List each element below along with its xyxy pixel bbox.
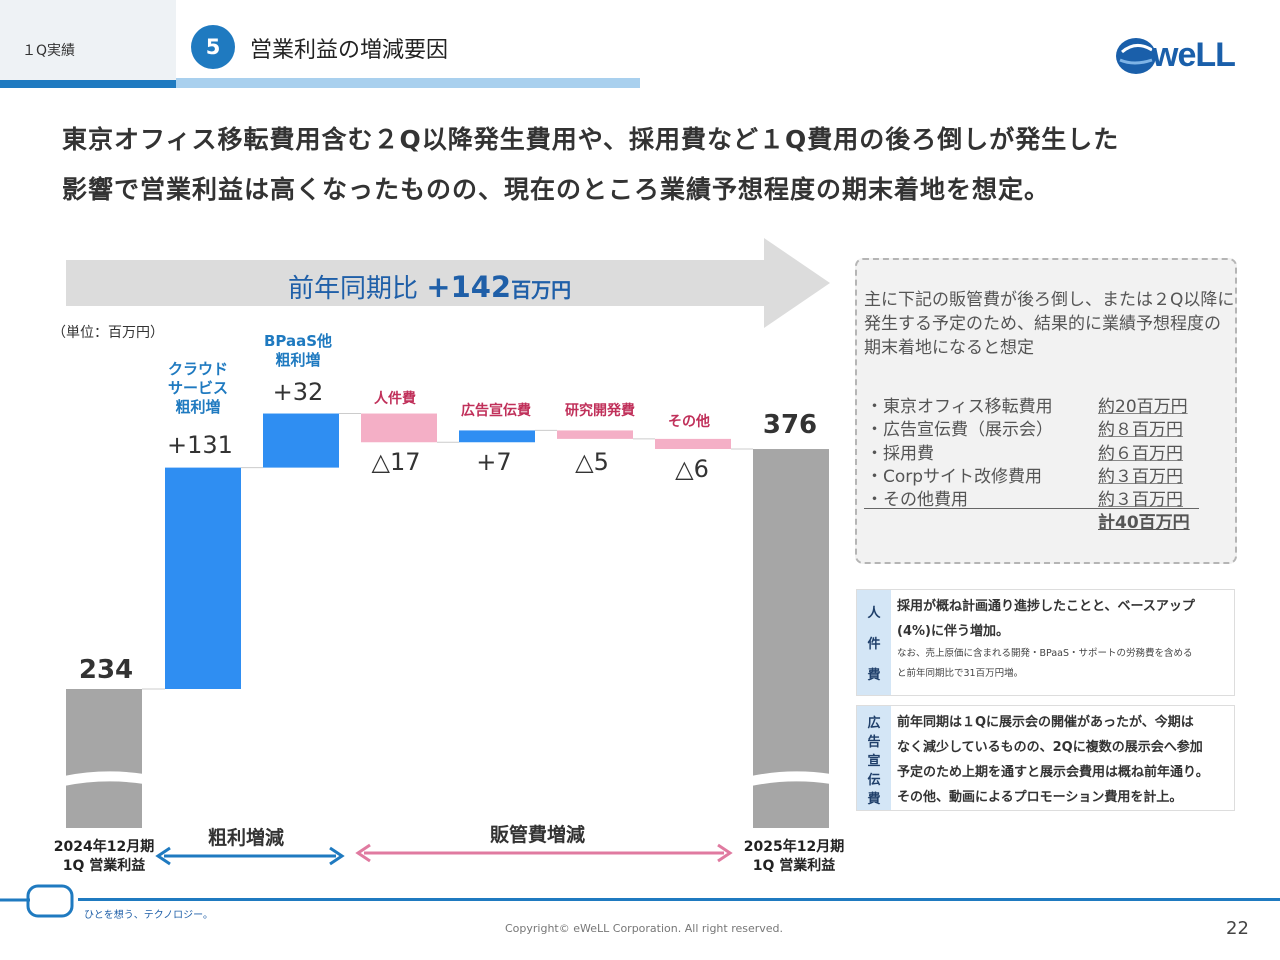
cost-item-amount: 約３百万円 xyxy=(1098,467,1183,487)
bar-rnd xyxy=(557,430,633,439)
detail-small-text: なお、売上原価に含まれる開発・BPaaS・サポートの労務費を含める xyxy=(897,648,1193,659)
headline-line-1: 東京オフィス移転費用含む２Q以降発生費用や、採用費など１Q費用の後ろ倒しが発生し… xyxy=(62,125,1120,154)
bar-ads xyxy=(459,430,535,443)
value-end: 376 xyxy=(762,410,818,440)
x-label-end-2: 1Q 営業利益 xyxy=(752,858,836,874)
bar-break xyxy=(64,771,144,786)
unit-note: （単位：百万円） xyxy=(52,325,164,341)
footer-line xyxy=(78,898,1280,901)
cost-item-amount: 約20百万円 xyxy=(1098,397,1188,417)
cost-item-label: ・その他費用 xyxy=(866,490,968,510)
footer-brand-icon xyxy=(0,884,74,918)
header-section-panel xyxy=(0,0,176,80)
range-label-sga: 販管費増減 xyxy=(490,824,586,846)
range-label-gross: 粗利増減 xyxy=(208,827,285,849)
x-label-start-1: 2024年12月期 xyxy=(53,839,155,855)
label-cloud-line: サービス xyxy=(167,379,228,397)
tag-char: 費 xyxy=(867,668,881,683)
cost-item-amount: 約３百万円 xyxy=(1098,490,1183,510)
yoy-unit: 百万円 xyxy=(511,278,572,302)
x-label-end: 2025年12月期 1Q 営業利益 xyxy=(734,838,854,876)
footer-tagline: ひとを想う、テクノロジー。 xyxy=(84,910,213,921)
yoy-value: +142 xyxy=(426,270,512,304)
label-bpaas-line: BPaaS他 xyxy=(263,332,333,350)
detail-text: 前年同期は１Qに展示会の開催があったが、今期は xyxy=(897,715,1194,730)
cost-item-label: ・東京オフィス移転費用 xyxy=(866,397,1053,417)
logo-wordmark: weLL xyxy=(1152,36,1236,74)
detail-text: (4%)に伴う増加。 xyxy=(897,624,1009,639)
label-other: その他 xyxy=(668,414,710,430)
label-personnel: 人件費 xyxy=(374,391,416,407)
detail-text: なく減少しているものの、2Qに複数の展示会へ参加 xyxy=(897,740,1203,755)
value-start: 234 xyxy=(78,655,134,685)
tag-char: 広 xyxy=(867,716,881,731)
sga-range-arrow xyxy=(355,843,733,863)
detail-personnel-tag: 人 件 費 xyxy=(857,590,891,695)
cost-item-amount: 約８百万円 xyxy=(1098,420,1183,440)
note-box xyxy=(855,258,1237,564)
label-bpaas-line: 粗利増 xyxy=(275,351,321,369)
company-logo-icon xyxy=(1116,38,1156,74)
bar-start xyxy=(66,689,142,828)
waterfall-chart xyxy=(64,413,831,828)
header-section-bar xyxy=(0,80,176,88)
value-rnd: △5 xyxy=(575,448,609,476)
title-underline xyxy=(176,78,640,88)
page-title: 営業利益の増減要因 xyxy=(250,38,449,63)
label-ads: 広告宣伝費 xyxy=(461,403,531,419)
value-other: △6 xyxy=(675,455,709,483)
x-label-start-2: 1Q 営業利益 xyxy=(62,858,146,874)
detail-small-text: と前年同期比で31百万円増。 xyxy=(897,668,1024,679)
value-cloud: +131 xyxy=(167,431,233,459)
tag-char: 人 xyxy=(867,606,881,621)
tag-char: 伝 xyxy=(867,773,881,788)
bar-other xyxy=(655,438,731,450)
detail-text: その他、動画によるプロモーション費用を計上。 xyxy=(897,790,1183,805)
bar-break xyxy=(751,771,831,786)
page-number: 22 xyxy=(1226,918,1249,939)
detail-ads-body: 前年同期は１Qに展示会の開催があったが、今期は なく減少しているものの、2Qに複… xyxy=(897,710,1230,810)
section-number-badge: 5 xyxy=(191,25,235,69)
cost-item-amount: 約６百万円 xyxy=(1098,444,1183,464)
value-bpaas: +32 xyxy=(272,378,324,406)
detail-text: 採用が概ね計画通り進捗したことと、ベースアップ xyxy=(897,599,1195,614)
tag-char: 宣 xyxy=(867,754,881,769)
bar-end xyxy=(753,449,829,828)
gross-range-arrow xyxy=(155,846,345,866)
x-label-start: 2024年12月期 1Q 営業利益 xyxy=(44,838,164,876)
bar-bpaas xyxy=(263,413,339,468)
headline-line-2: 影響で営業利益は高くなったものの、現在のところ業績予想程度の期末着地を想定。 xyxy=(62,175,1051,204)
tag-char: 告 xyxy=(867,735,881,750)
detail-ads-tag: 広 告 宣 伝 費 xyxy=(857,706,891,810)
detail-personnel-body: 採用が概ね計画通り進捗したことと、ベースアップ (4%)に伴う増加。 なお、売上… xyxy=(897,594,1230,684)
cost-divider xyxy=(864,508,1199,509)
cost-item-label: ・広告宣伝費（展示会） xyxy=(866,420,1053,440)
yoy-change-label: 前年同期比 +142百万円 xyxy=(288,268,571,305)
range-arrows xyxy=(155,843,733,866)
detail-personnel: 人 件 費 採用が概ね計画通り進捗したことと、ベースアップ (4%)に伴う増加。… xyxy=(856,589,1235,696)
cost-total: 計40百万円 xyxy=(1098,513,1190,533)
label-cloud-line: クラウド xyxy=(167,360,228,378)
section-label: １Q実績 xyxy=(22,43,76,59)
copyright: Copyright© eWeLL Corporation. All right … xyxy=(505,922,784,935)
detail-text: 予定のため上期を通すと展示会費用は概ね前年通り。 xyxy=(897,765,1209,780)
yoy-prefix: 前年同期比 xyxy=(288,274,427,304)
bar-personnel xyxy=(361,413,437,443)
tag-char: 費 xyxy=(867,792,881,807)
cost-item-label: ・Corpサイト改修費用 xyxy=(866,467,1043,487)
tag-char: 件 xyxy=(867,637,881,652)
cost-item-label: ・採用費 xyxy=(866,444,934,464)
value-personnel: △17 xyxy=(371,448,421,476)
label-rnd: 研究開発費 xyxy=(565,403,635,419)
x-label-end-1: 2025年12月期 xyxy=(743,839,845,855)
label-bpaas-gross: BPaaS他 粗利増 xyxy=(250,332,346,370)
yoy-arrow-shape xyxy=(66,238,830,328)
label-cloud-line: 粗利増 xyxy=(175,398,221,416)
note-intro: 主に下記の販管費が後ろ倒し、または２Q以降に発生する予定のため、結果的に業績予想… xyxy=(864,290,1235,358)
value-ads: +7 xyxy=(476,448,512,476)
detail-ads: 広 告 宣 伝 費 前年同期は１Qに展示会の開催があったが、今期は なく減少して… xyxy=(856,705,1235,811)
label-cloud-gross: クラウド サービス 粗利増 xyxy=(150,360,246,417)
bar-cloud xyxy=(165,467,241,689)
